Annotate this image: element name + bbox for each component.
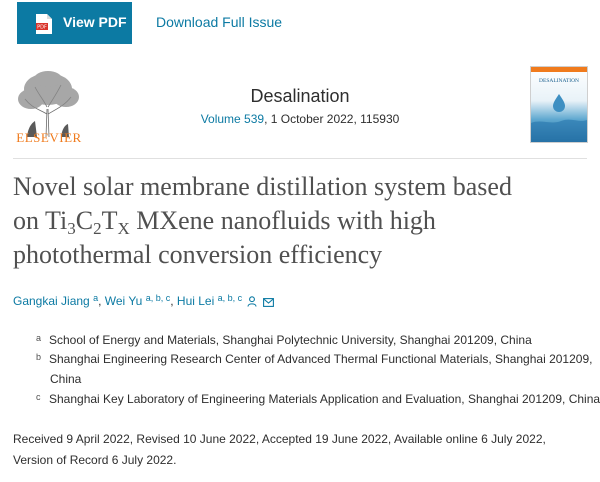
download-full-issue-link[interactable]: Download Full Issue	[156, 14, 283, 30]
journal-title-link[interactable]: Desalination	[250, 86, 350, 106]
elsevier-wordmark: ELSEVIER	[16, 130, 82, 145]
title-line-1: Novel solar membrane distillation system…	[13, 172, 512, 201]
header-divider	[13, 158, 587, 159]
issue-details: , 1 October 2022, 115930	[264, 112, 400, 126]
journal-cover-image[interactable]: DESALINATION	[530, 66, 588, 143]
svg-text:DESALINATION: DESALINATION	[539, 78, 579, 84]
affiliation-b-continued: China	[50, 372, 82, 386]
author-link[interactable]: Hui Lei a, b, c	[176, 293, 243, 308]
volume-link[interactable]: Volume 539	[200, 112, 265, 126]
pdf-icon: PDF	[36, 14, 52, 34]
svg-text:PDF: PDF	[37, 25, 47, 31]
title-line-3: photothermal conversion efficiency	[13, 240, 383, 269]
affiliation-c: c Shanghai Key Laboratory of Engineering …	[36, 392, 600, 406]
title-line-2: on Ti3C2TX MXene nanofluids with high	[13, 206, 436, 238]
issue-info: Volume 539, 1 October 2022, 115930	[120, 112, 480, 126]
view-pdf-button[interactable]: PDF View PDF	[17, 2, 132, 44]
view-pdf-label: View PDF	[63, 14, 127, 30]
author-link[interactable]: Gangkai Jiang a	[13, 293, 99, 308]
person-icon[interactable]	[247, 296, 258, 307]
author-link[interactable]: Wei Yu a, b, c	[104, 293, 171, 308]
author-list: Gangkai Jiang a, Wei Yu a, b, c, Hui Lei…	[13, 293, 274, 308]
affiliation-a: a School of Energy and Materials, Shangha…	[36, 333, 532, 347]
email-icon[interactable]	[262, 298, 274, 307]
affiliation-b: b Shanghai Engineering Research Center of…	[36, 352, 593, 366]
article-history: Received 9 April 2022, Revised 10 June 2…	[13, 432, 546, 467]
article-title: Novel solar membrane distillation system…	[13, 170, 588, 272]
elsevier-tree-logo	[18, 71, 79, 138]
